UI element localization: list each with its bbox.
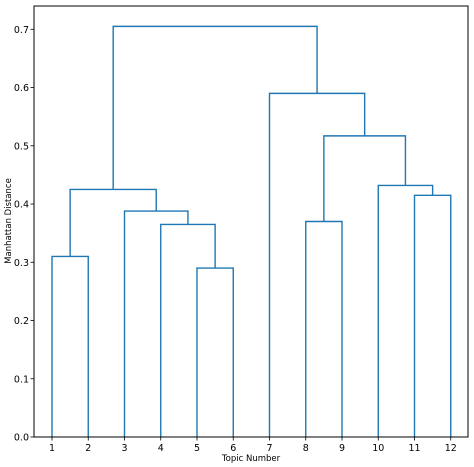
y-axis: 0.0 0.1 0.2 0.3 0.4 0.5 0.6 0.7 — [14, 25, 34, 444]
x-tick-label-6: 6 — [230, 443, 236, 454]
x-tick-label-4: 4 — [158, 443, 164, 454]
dendrogram-link-5 — [123, 210, 189, 437]
x-tick-label-7: 7 — [266, 443, 272, 454]
x-tick-label-2: 2 — [85, 443, 91, 454]
y-tick-label-0: 0.0 — [14, 433, 29, 444]
y-tick-label-5: 0.5 — [14, 141, 29, 152]
dendrogram-link-6 — [413, 194, 452, 437]
dendrogram-link-3 — [160, 223, 216, 437]
dendrogram-link-4 — [305, 220, 343, 437]
y-tick-label-3: 0.3 — [14, 258, 29, 269]
x-tick-label-3: 3 — [121, 443, 127, 454]
y-tick-label-7: 0.7 — [14, 25, 29, 36]
y-tick-label-4: 0.4 — [14, 200, 29, 211]
dendrogram-link-1 — [196, 267, 234, 437]
x-tick-label-11: 11 — [408, 443, 420, 454]
y-tick-label-2: 0.2 — [14, 316, 29, 327]
dendrogram-link-9 — [323, 135, 407, 222]
dendrogram-link-10 — [268, 92, 366, 437]
dendrogram-link-2 — [51, 255, 89, 437]
x-axis: 1 2 3 4 5 6 7 8 9 10 11 12 — [49, 437, 457, 454]
x-tick-label-1: 1 — [49, 443, 55, 454]
x-tick-label-12: 12 — [445, 443, 457, 454]
plot-frame — [33, 5, 469, 438]
dendrogram-link-7 — [69, 188, 157, 257]
dendrogram-link-8 — [377, 184, 434, 437]
x-axis-label: Topic Number — [221, 454, 281, 464]
x-tick-label-10: 10 — [372, 443, 384, 454]
dendrogram-links — [51, 25, 452, 437]
x-tick-label-9: 9 — [339, 443, 345, 454]
y-tick-label-6: 0.6 — [14, 83, 29, 94]
x-tick-label-8: 8 — [303, 443, 309, 454]
y-axis-label: Manhattan Distance — [4, 178, 14, 264]
dendrogram-link-11 — [112, 25, 318, 190]
y-tick-label-1: 0.1 — [14, 374, 29, 385]
x-tick-label-5: 5 — [194, 443, 200, 454]
